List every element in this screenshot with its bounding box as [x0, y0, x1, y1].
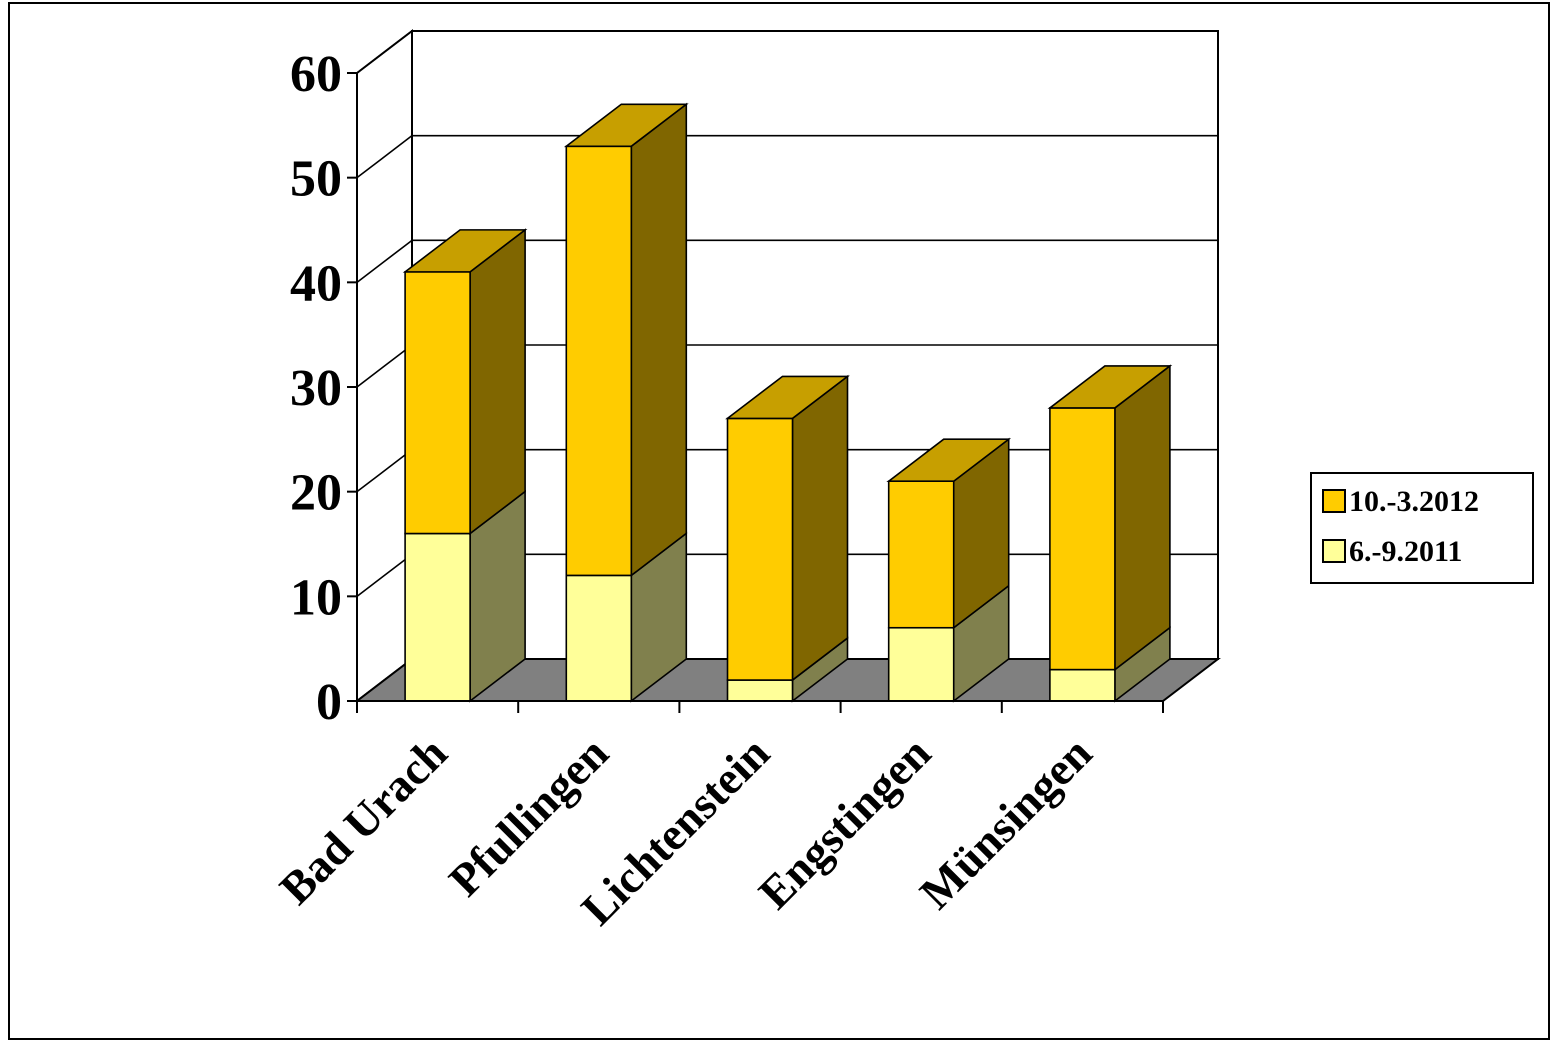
- y-tick-label: 50: [290, 151, 342, 208]
- legend-swatch: [1322, 489, 1346, 513]
- bars: [402, 102, 1173, 703]
- bar-top: [1047, 365, 1173, 409]
- y-tick-label: 0: [316, 674, 342, 731]
- legend-label: 6.-9.2011: [1349, 535, 1462, 568]
- bar-side: [469, 228, 526, 536]
- gridline-side: [356, 344, 413, 388]
- y-tick-label: 20: [290, 465, 342, 522]
- gridline-side: [356, 553, 413, 597]
- bar-segment: [565, 574, 633, 702]
- y-tick-label: 40: [290, 255, 342, 312]
- legend-box: [1310, 472, 1534, 584]
- bar-segment: [887, 480, 955, 629]
- axes: [347, 72, 1164, 713]
- bar-top: [725, 375, 850, 420]
- gridline-side: [356, 30, 413, 74]
- bar-segment: [404, 532, 471, 702]
- gridline-side: [356, 135, 413, 179]
- bar-top: [402, 229, 528, 273]
- y-tick-label: 60: [290, 46, 342, 103]
- legend: 10.-3.2012 6.-9.2011: [1310, 472, 1534, 584]
- bar-side: [791, 374, 849, 682]
- bar-segment: [1049, 668, 1116, 702]
- bar-side: [1114, 364, 1171, 672]
- bar-segment: [565, 145, 633, 577]
- legend-label: 10.-3.2012: [1349, 485, 1479, 518]
- bar-segment: [404, 271, 471, 535]
- gridline-side: [356, 239, 413, 283]
- legend-swatch: [1322, 539, 1346, 563]
- gridline-side: [356, 449, 413, 493]
- bar-segment: [726, 417, 794, 681]
- bar-top: [886, 438, 1012, 483]
- bar-segment: [726, 679, 794, 702]
- y-tick-label: 10: [290, 569, 342, 626]
- bar-top: [563, 103, 689, 148]
- bar-segment: [887, 626, 955, 702]
- y-tick-label: 30: [290, 360, 342, 417]
- y-axis-tick-labels: 0 10 20 30 40 50 60: [290, 46, 342, 731]
- bar-segment: [1049, 407, 1116, 671]
- bar-side: [630, 102, 688, 578]
